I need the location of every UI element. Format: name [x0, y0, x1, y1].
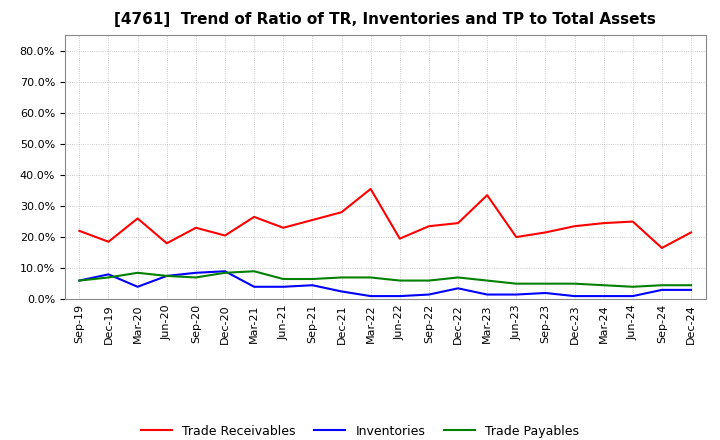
- Trade Payables: [425, 278, 433, 283]
- Trade Receivables: [366, 186, 375, 191]
- Trade Receivables: [657, 246, 666, 251]
- Trade Receivables: [192, 225, 200, 231]
- Trade Payables: [541, 281, 550, 286]
- Trade Payables: [163, 273, 171, 279]
- Trade Receivables: [133, 216, 142, 221]
- Trade Payables: [366, 275, 375, 280]
- Trade Payables: [75, 278, 84, 283]
- Trade Payables: [104, 275, 113, 280]
- Trade Receivables: [629, 219, 637, 224]
- Trade Receivables: [220, 233, 229, 238]
- Inventories: [308, 282, 317, 288]
- Trade Payables: [250, 268, 258, 274]
- Inventories: [657, 287, 666, 293]
- Trade Payables: [133, 270, 142, 275]
- Line: Trade Payables: Trade Payables: [79, 271, 691, 287]
- Inventories: [541, 290, 550, 296]
- Trade Receivables: [570, 224, 579, 229]
- Inventories: [192, 270, 200, 275]
- Inventories: [687, 287, 696, 293]
- Trade Payables: [687, 282, 696, 288]
- Trade Receivables: [395, 236, 404, 241]
- Inventories: [337, 289, 346, 294]
- Inventories: [250, 284, 258, 290]
- Trade Payables: [570, 281, 579, 286]
- Trade Payables: [192, 275, 200, 280]
- Trade Payables: [483, 278, 492, 283]
- Trade Receivables: [687, 230, 696, 235]
- Legend: Trade Receivables, Inventories, Trade Payables: Trade Receivables, Inventories, Trade Pa…: [135, 420, 585, 440]
- Trade Receivables: [104, 239, 113, 244]
- Trade Payables: [279, 276, 287, 282]
- Inventories: [570, 293, 579, 299]
- Inventories: [395, 293, 404, 299]
- Inventories: [75, 278, 84, 283]
- Inventories: [220, 268, 229, 274]
- Line: Trade Receivables: Trade Receivables: [79, 189, 691, 248]
- Trade Payables: [657, 282, 666, 288]
- Trade Receivables: [454, 220, 462, 226]
- Trade Payables: [454, 275, 462, 280]
- Inventories: [512, 292, 521, 297]
- Trade Payables: [629, 284, 637, 290]
- Trade Receivables: [308, 217, 317, 223]
- Trade Receivables: [250, 214, 258, 220]
- Inventories: [599, 293, 608, 299]
- Trade Payables: [512, 281, 521, 286]
- Inventories: [133, 284, 142, 290]
- Trade Payables: [308, 276, 317, 282]
- Inventories: [454, 286, 462, 291]
- Trade Receivables: [512, 235, 521, 240]
- Trade Receivables: [163, 241, 171, 246]
- Trade Receivables: [337, 209, 346, 215]
- Trade Payables: [599, 282, 608, 288]
- Inventories: [163, 273, 171, 279]
- Inventories: [483, 292, 492, 297]
- Inventories: [366, 293, 375, 299]
- Trade Payables: [220, 270, 229, 275]
- Trade Receivables: [75, 228, 84, 234]
- Trade Receivables: [541, 230, 550, 235]
- Trade Receivables: [279, 225, 287, 231]
- Trade Payables: [395, 278, 404, 283]
- Inventories: [629, 293, 637, 299]
- Inventories: [104, 272, 113, 277]
- Trade Receivables: [599, 220, 608, 226]
- Trade Receivables: [483, 193, 492, 198]
- Trade Payables: [337, 275, 346, 280]
- Line: Inventories: Inventories: [79, 271, 691, 296]
- Inventories: [425, 292, 433, 297]
- Trade Receivables: [425, 224, 433, 229]
- Inventories: [279, 284, 287, 290]
- Title: [4761]  Trend of Ratio of TR, Inventories and TP to Total Assets: [4761] Trend of Ratio of TR, Inventories…: [114, 12, 656, 27]
